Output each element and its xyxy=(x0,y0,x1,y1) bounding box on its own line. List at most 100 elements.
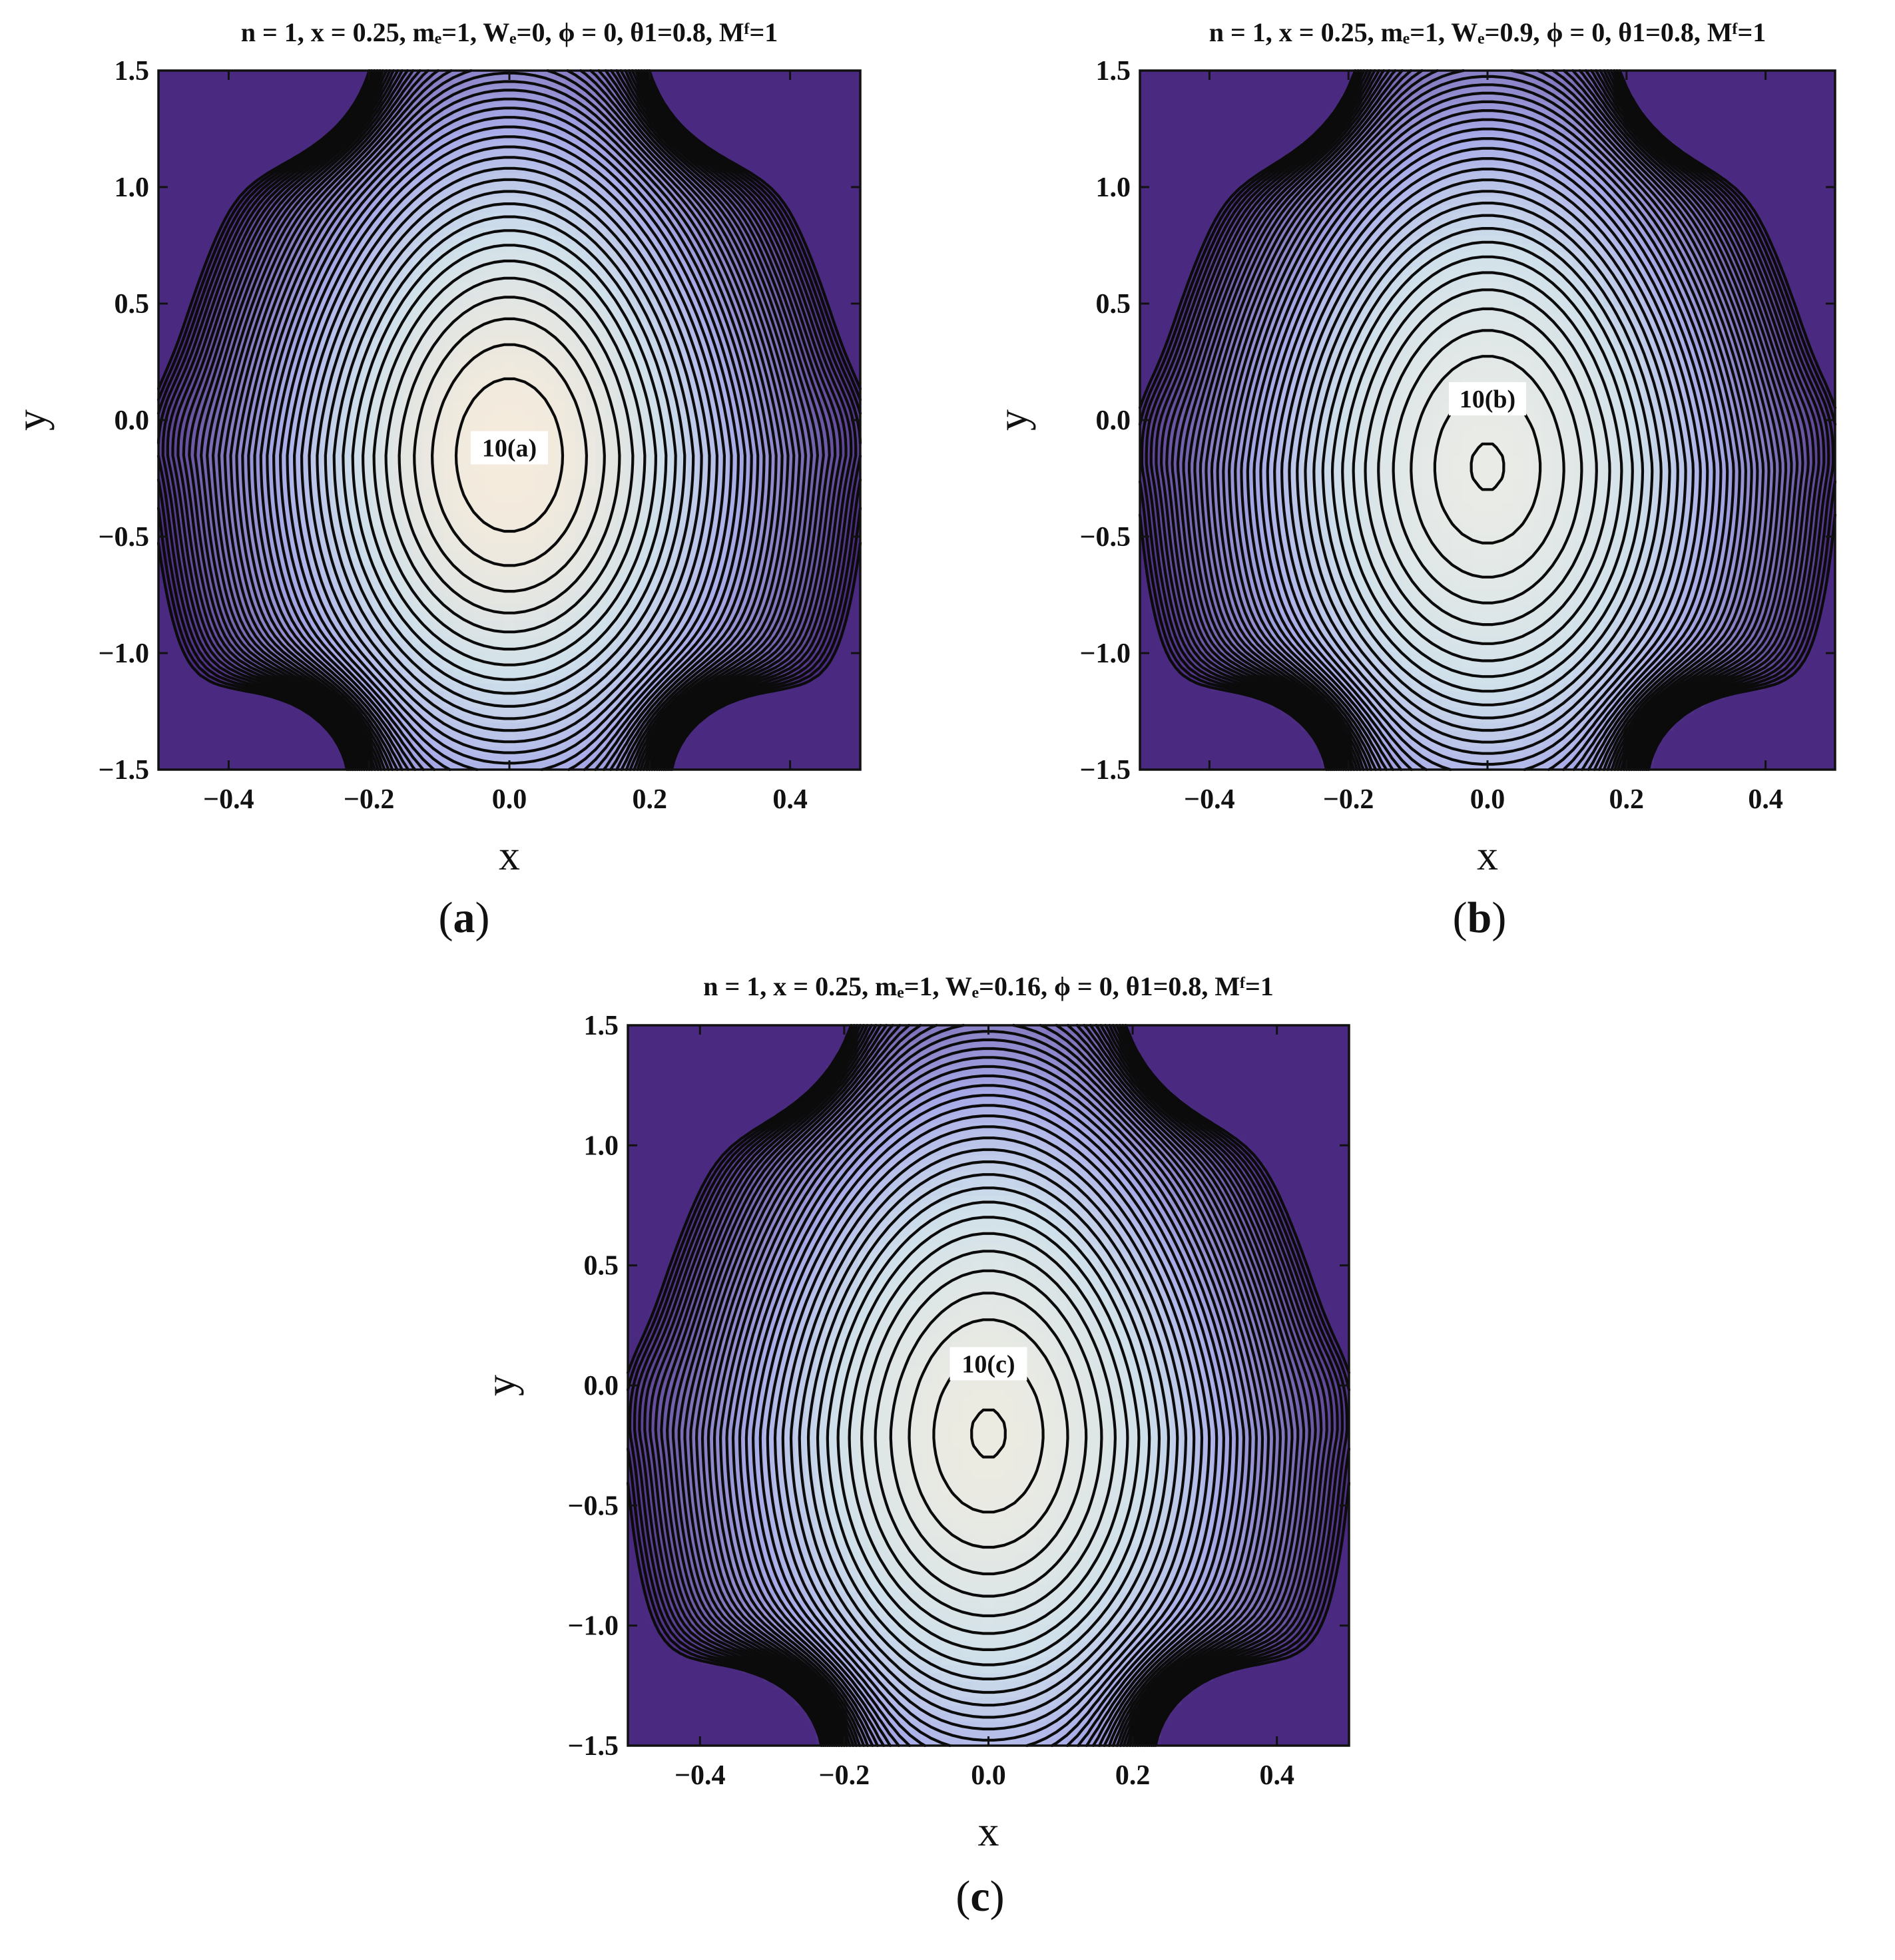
contour-fill-cell xyxy=(270,722,281,731)
contour-fill-cell xyxy=(321,754,332,762)
contour-fill-cell xyxy=(728,746,738,755)
contour-fill-cell xyxy=(484,542,495,551)
contour-fill-cell xyxy=(596,354,607,362)
contour-fill-cell xyxy=(565,534,576,543)
contour-fill-cell xyxy=(586,471,597,480)
contour-fill-cell xyxy=(250,722,260,731)
contour-fill-cell xyxy=(565,495,576,503)
contour-fill-cell xyxy=(586,573,597,582)
contour-fill-cell xyxy=(189,730,200,739)
contour-fill-cell xyxy=(209,754,220,762)
contour-fill-cell xyxy=(515,636,525,644)
contour-fill-cell xyxy=(840,722,850,731)
contour-fill-cell xyxy=(158,298,169,307)
contour-fill-cell xyxy=(494,330,505,338)
contour-fill-cell xyxy=(484,479,495,487)
contour-fill-cell xyxy=(504,416,515,425)
contour-fill-cell xyxy=(494,408,505,417)
contour-fill-cell xyxy=(769,730,780,739)
contour-fill-cell xyxy=(565,432,576,441)
contour-fill-cell xyxy=(423,424,433,433)
contour-fill-cell xyxy=(453,503,464,511)
contour-fill-cell xyxy=(525,401,535,409)
contour-fill-cell xyxy=(260,754,271,762)
contour-fill-cell xyxy=(220,707,230,716)
contour-fill-cell xyxy=(474,479,485,487)
contour-fill-cell xyxy=(463,526,474,535)
contour-fill-cell xyxy=(810,754,820,762)
contour-fill-cell xyxy=(474,306,485,315)
contour-fill-cell xyxy=(627,511,637,519)
contour-fill-cell xyxy=(840,738,850,747)
contour-fill-cell xyxy=(443,573,454,582)
contour-fill-cell xyxy=(291,722,302,731)
contour-fill-cell xyxy=(463,605,474,613)
contour-fill-cell xyxy=(484,612,495,621)
contour-fill-cell xyxy=(535,628,545,637)
contour-fill-cell xyxy=(280,754,291,762)
contour-fill-cell xyxy=(504,362,515,370)
contour-fill-cell xyxy=(840,675,850,684)
contour-fill-cell xyxy=(484,487,495,495)
contour-fill-cell xyxy=(270,754,281,762)
contour-fill-cell xyxy=(840,306,850,315)
contour-fill-cell xyxy=(494,707,505,716)
contour-fill-cell xyxy=(504,652,515,660)
contour-fill-cell xyxy=(606,432,617,441)
contour-fill-cell xyxy=(199,730,210,739)
contour-fill-cell xyxy=(830,691,840,700)
contour-fill-cell xyxy=(708,738,718,747)
contour-fill-cell xyxy=(810,707,820,716)
contour-fill-cell xyxy=(810,738,820,747)
contour-fill-cell xyxy=(463,557,474,566)
contour-fill-cell xyxy=(575,385,586,393)
contour-fill-cell xyxy=(515,668,525,676)
contour-fill-cell xyxy=(291,455,302,464)
contour-fill-cell xyxy=(260,699,271,708)
contour-fill-cell xyxy=(535,526,545,535)
contour-fill-cell xyxy=(575,581,586,590)
contour-fill-cell xyxy=(443,362,454,370)
contour-fill-cell xyxy=(565,542,576,551)
contour-fill-cell xyxy=(392,455,403,464)
contour-fill-cell xyxy=(220,730,230,739)
contour-fill-cell xyxy=(677,754,688,762)
contour-fill-cell xyxy=(179,683,190,692)
contour-fill-cell xyxy=(606,455,617,464)
contour-fill-cell xyxy=(545,385,555,393)
contour-fill-cell xyxy=(403,565,413,574)
contour-fill-cell xyxy=(525,306,535,315)
contour-fill-cell xyxy=(525,573,535,582)
contour-fill-cell xyxy=(758,754,769,762)
contour-fill-cell xyxy=(199,714,210,723)
contour-fill-cell xyxy=(525,542,535,551)
contour-fill-cell xyxy=(179,259,190,268)
contour-fill-cell xyxy=(453,322,464,331)
contour-fill-cell xyxy=(474,573,485,582)
contour-fill-cell xyxy=(463,275,474,284)
contour-fill-cell xyxy=(463,479,474,487)
contour-fill-cell xyxy=(403,534,413,543)
contour-fill-cell xyxy=(748,730,759,739)
contour-fill-cell xyxy=(779,754,790,762)
contour-fill-cell xyxy=(810,691,820,700)
contour-fill-cell xyxy=(535,408,545,417)
contour-fill-cell xyxy=(443,447,454,456)
contour-fill-cell xyxy=(443,416,454,425)
contour-fill-cell xyxy=(545,369,555,377)
contour-fill-cell xyxy=(179,738,190,747)
contour-fill-cell xyxy=(494,573,505,582)
contour-fill-cell xyxy=(586,424,597,433)
contour-fill-cell xyxy=(840,699,850,708)
contour-fill-cell xyxy=(718,722,728,731)
contour-fill-cell xyxy=(484,408,495,417)
contour-fill-cell xyxy=(575,526,586,535)
contour-fill-cell xyxy=(158,714,169,723)
contour-fill-cell xyxy=(413,557,423,566)
contour-fill-cell xyxy=(830,683,840,692)
contour-fill-cell xyxy=(515,565,525,574)
contour-fill-cell xyxy=(158,283,169,292)
contour-fill-cell xyxy=(565,424,576,433)
contour-fill-cell xyxy=(698,738,708,747)
contour-fill-cell xyxy=(586,408,597,417)
